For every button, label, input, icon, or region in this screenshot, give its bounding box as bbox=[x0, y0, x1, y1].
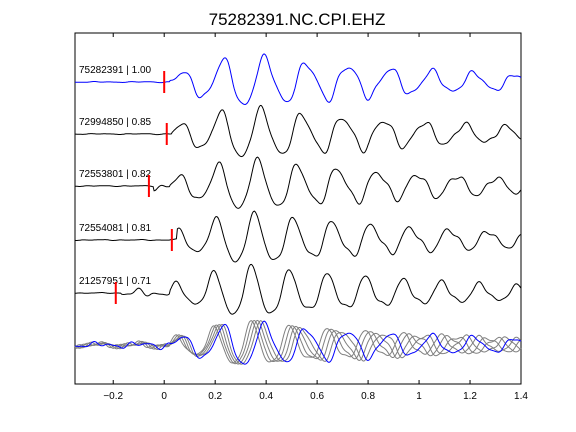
trace-4 bbox=[74, 263, 522, 315]
x-tick-label: −0.2 bbox=[103, 391, 123, 402]
x-tick-label: 1.4 bbox=[514, 391, 528, 402]
overlay-trace-2 bbox=[74, 319, 522, 365]
overlay-trace-0 bbox=[74, 320, 522, 365]
x-tick-label: 0 bbox=[161, 391, 167, 402]
x-tick-label: 0.4 bbox=[259, 391, 273, 402]
trace-0 bbox=[74, 53, 522, 106]
x-tick-label: 0.8 bbox=[361, 391, 375, 402]
x-tick-label: 0.2 bbox=[208, 391, 222, 402]
trace-overlay bbox=[74, 319, 522, 365]
x-axis: −0.2 0 0.2 0.4 0.6 0.8 1 1.2 1.4 bbox=[103, 33, 528, 402]
x-tick-label: 1 bbox=[416, 391, 422, 402]
trace-3 bbox=[74, 210, 522, 263]
trace-label: 72994850 | 0.85 bbox=[79, 117, 152, 128]
trace-label: 72553801 | 0.82 bbox=[79, 169, 152, 180]
plot-area bbox=[74, 32, 522, 385]
chart-title: 75282391.NC.CPI.EHZ bbox=[209, 10, 386, 29]
trace-label: 72554081 | 0.81 bbox=[79, 223, 152, 234]
trace-labels: 75282391 | 1.00 72994850 | 0.85 72553801 |… bbox=[79, 65, 152, 287]
pick-markers bbox=[114, 71, 173, 304]
overlay-trace-3 bbox=[74, 319, 522, 365]
x-tick-label: 1.2 bbox=[463, 391, 477, 402]
trace-label: 21257951 | 0.71 bbox=[79, 276, 152, 287]
x-tick-label: 0.6 bbox=[310, 391, 324, 402]
trace-1 bbox=[75, 104, 522, 158]
overlay-trace-4 bbox=[74, 320, 522, 364]
trace-label: 75282391 | 1.00 bbox=[79, 65, 152, 76]
